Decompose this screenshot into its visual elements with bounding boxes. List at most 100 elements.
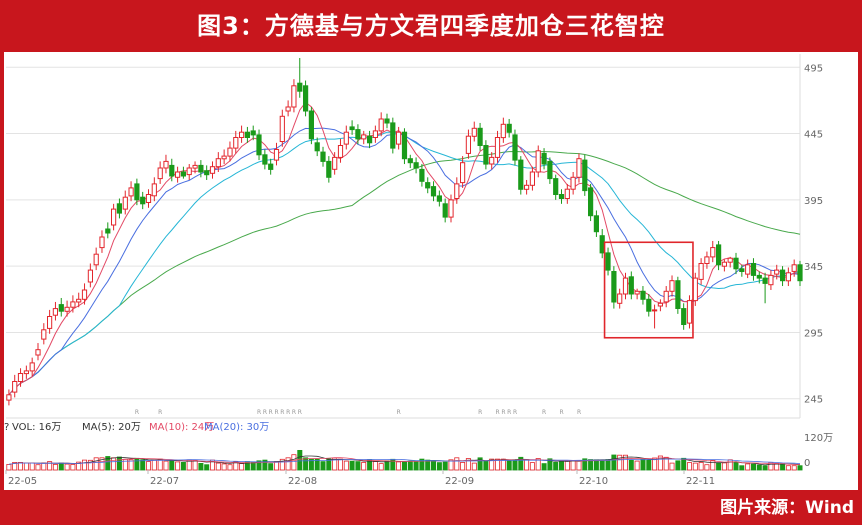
volume-bar: [262, 459, 268, 471]
event-marker: R: [496, 409, 500, 416]
volume-bar: [198, 462, 204, 471]
event-marker: R: [257, 409, 261, 416]
volume-bar: [105, 456, 111, 471]
volume-bar: [12, 461, 18, 471]
volume-bar: [58, 462, 64, 471]
candle-body: [6, 394, 12, 401]
candle-body: [105, 228, 111, 234]
candle-body: [93, 253, 99, 266]
event-marker: R: [269, 409, 273, 416]
candle-body: [52, 308, 58, 316]
candle-body: [320, 151, 326, 162]
candle-body: [285, 106, 291, 112]
event-marker: R: [280, 409, 284, 416]
candle-body: [785, 272, 791, 282]
ma20-line: [8, 131, 801, 396]
candle-body: [733, 257, 739, 270]
y-tick-label: 295: [804, 328, 823, 339]
volume-legend-ma20: MA(20): 30万: [204, 422, 269, 433]
candle-body: [425, 182, 431, 189]
volume-bar: [215, 462, 221, 471]
candle-body: [128, 187, 134, 197]
candle-body: [332, 156, 338, 170]
volume-bar: [506, 459, 512, 471]
candle-body: [29, 362, 35, 372]
volume-bar: [169, 460, 175, 471]
volume-bar: [64, 463, 70, 471]
volume-bar: [780, 463, 786, 471]
candle-body: [727, 257, 733, 263]
volume-bar: [704, 464, 710, 471]
volume-bar: [175, 461, 181, 471]
candle-body: [41, 329, 47, 340]
volume-bar: [239, 463, 245, 471]
volume-bar: [425, 459, 431, 471]
volume-bar: [797, 465, 803, 471]
candle-body: [448, 199, 454, 218]
volume-bar: [756, 464, 762, 471]
candle-body: [140, 196, 146, 205]
volume-tick-label: 0: [804, 458, 810, 469]
candle-body: [413, 162, 419, 169]
volume-bar: [256, 460, 262, 471]
candle-body: [465, 135, 471, 154]
volume-bar: [582, 458, 588, 471]
candle-body: [750, 263, 757, 276]
volume-bar: [396, 461, 402, 471]
candle-body: [558, 194, 565, 199]
volume-bar: [337, 458, 343, 471]
y-tick-label: 245: [804, 395, 823, 406]
candle-body: [768, 274, 774, 286]
candle-body: [710, 247, 716, 258]
candle-body: [23, 370, 29, 375]
candle-body: [698, 263, 704, 280]
candle-body: [378, 118, 384, 132]
candle-body: [70, 301, 76, 308]
candle-body: [634, 290, 640, 295]
candle-body: [419, 168, 425, 182]
candle-body: [12, 381, 18, 393]
candle-body: [797, 264, 803, 282]
volume-bar: [710, 459, 716, 471]
volume-bar: [518, 456, 524, 471]
event-marker: R: [292, 409, 296, 416]
candle-body: [745, 264, 751, 275]
candle-body: [273, 149, 280, 161]
volume-bar: [47, 461, 53, 471]
volume-bar: [163, 460, 169, 471]
candle-body: [396, 131, 402, 145]
candle-body: [605, 252, 611, 271]
volume-bar: [378, 463, 384, 471]
candle-body: [756, 274, 762, 279]
axes: 495 445 395 345 295 245: [799, 54, 823, 418]
volume-bar: [617, 454, 623, 471]
volume-bar: [605, 459, 611, 471]
candle-body: [262, 154, 268, 165]
volume-bar: [273, 461, 279, 471]
candle-body: [180, 171, 187, 177]
volume-bar: [739, 465, 745, 471]
volume-bar: [326, 458, 332, 471]
candle-body: [652, 309, 658, 312]
candle-body: [239, 131, 245, 138]
candle-body: [192, 164, 198, 169]
volume-bar: [436, 462, 442, 471]
ma10-line: [8, 127, 801, 396]
candle-body: [541, 152, 547, 165]
volume-bar: [23, 462, 29, 471]
candle-body: [494, 137, 501, 158]
volume-bar: [180, 461, 186, 471]
volume-bar: [576, 460, 582, 471]
volume-bar: [343, 460, 349, 471]
volume-tick-label: 120万: [804, 433, 833, 444]
volume-bar: [623, 454, 629, 471]
candle-body: [76, 298, 82, 303]
volume-bar: [82, 459, 88, 471]
volume-bar: [657, 455, 663, 471]
candlesticks: [6, 57, 803, 406]
volume-bar: [733, 461, 739, 471]
candle-body: [337, 145, 344, 158]
candle-body: [111, 208, 117, 226]
candle-body: [657, 302, 663, 307]
